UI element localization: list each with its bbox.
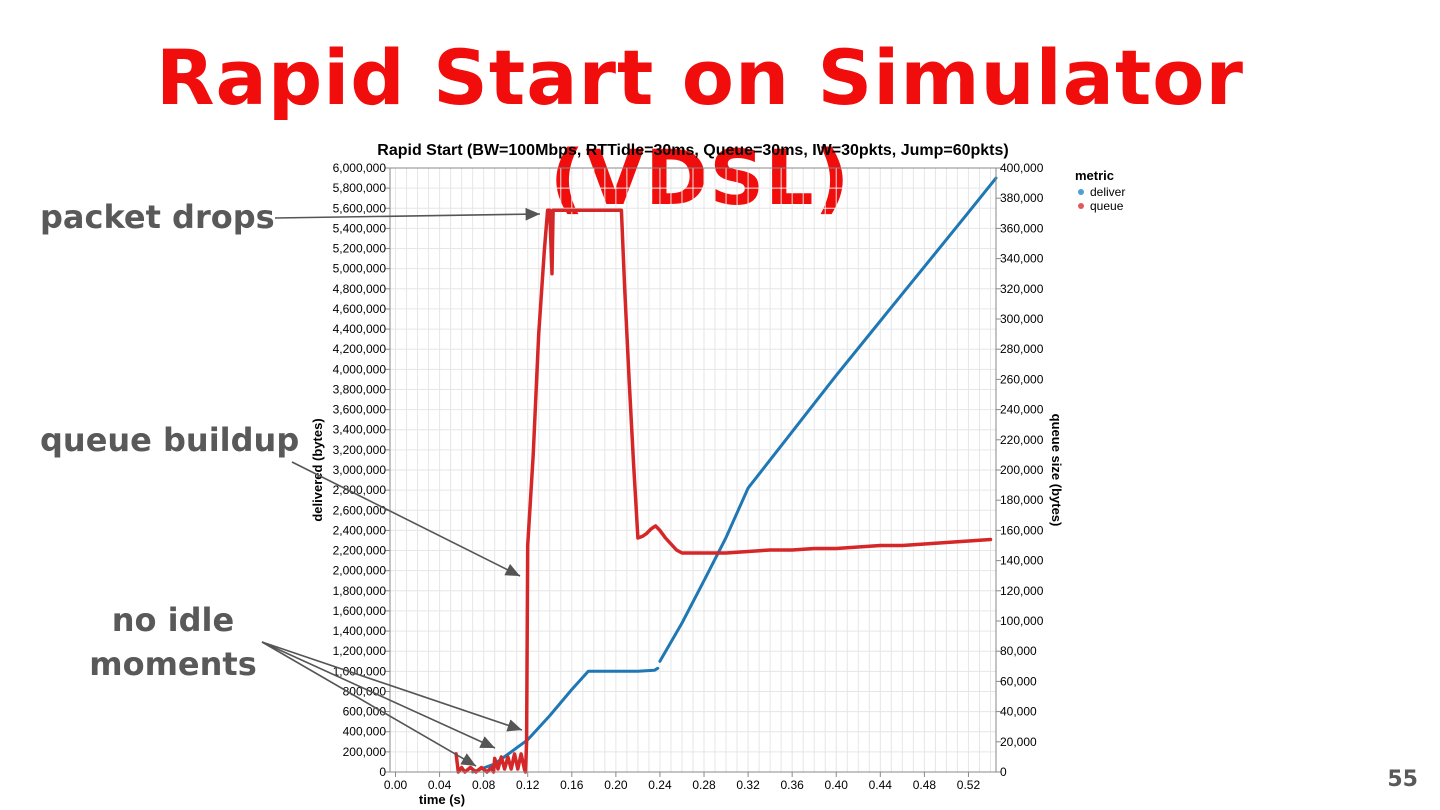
- y-tick-label: 5,400,000: [333, 221, 387, 235]
- y2-axis-ticks: 0 20,000 40,000 60,000 80,000 100,000 120,000 1…: [996, 161, 1044, 779]
- x-tick-label: 0.24: [648, 778, 672, 792]
- y-tick-label: 6,000,000: [333, 161, 387, 175]
- y-tick-label: 4,800,000: [333, 282, 387, 296]
- y-tick-label: 1,000,000: [333, 664, 387, 678]
- y-tick-label: 2,800,000: [333, 483, 387, 497]
- y-tick-label: 5,800,000: [333, 181, 387, 195]
- slide-title: Rapid Start on Simulator (VDSL): [156, 33, 1244, 222]
- y2-tick-label: 200,000: [1000, 463, 1044, 477]
- legend: metric deliver queue: [1075, 168, 1125, 213]
- x-tick-label: 0.52: [957, 778, 981, 792]
- y2-tick-label: 120,000: [1000, 584, 1044, 598]
- y-tick-label: 1,400,000: [333, 624, 387, 638]
- y2-tick-label: 380,000: [1000, 191, 1044, 205]
- y2-tick-label: 300,000: [1000, 312, 1044, 326]
- x-tick-label: 0.00: [384, 778, 408, 792]
- y2-tick-label: 360,000: [1000, 221, 1044, 235]
- y-tick-label: 3,000,000: [333, 463, 387, 477]
- x-tick-label: 0.12: [516, 778, 540, 792]
- y2-tick-label: 180,000: [1000, 493, 1044, 507]
- annotation-queue-buildup: queue buildup: [40, 421, 300, 459]
- y-axis-ticks: 0 200,000 400,000 600,000 800,000 1,000,000 1,…: [333, 161, 390, 779]
- y-tick-label: 200,000: [343, 745, 387, 759]
- y-tick-label: 2,200,000: [333, 544, 387, 558]
- y-tick-label: 4,600,000: [333, 302, 387, 316]
- legend-label-deliver: deliver: [1090, 185, 1125, 199]
- y2-tick-label: 20,000: [1000, 735, 1037, 749]
- series-lines: [454, 176, 998, 774]
- y2-tick-label: 100,000: [1000, 614, 1044, 628]
- x-tick-label: 0.48: [913, 778, 937, 792]
- y-tick-label: 4,200,000: [333, 342, 387, 356]
- x-axis-label: time (s): [419, 792, 465, 807]
- y-tick-label: 5,000,000: [333, 262, 387, 276]
- x-tick-label: 0.20: [604, 778, 628, 792]
- legend-title: metric: [1075, 168, 1114, 183]
- y-tick-label: 1,600,000: [333, 604, 387, 618]
- x-tick-label: 0.36: [780, 778, 804, 792]
- annotation-no-idle-line2: moments: [89, 645, 257, 683]
- slide-number: 55: [1387, 767, 1418, 792]
- y-tick-label: 400,000: [343, 725, 387, 739]
- x-tick-label: 0.16: [560, 778, 584, 792]
- legend-label-queue: queue: [1090, 199, 1124, 213]
- chart-title: Rapid Start (BW=100Mbps, RTTidle=30ms, Q…: [377, 142, 1008, 159]
- y2-tick-label: 60,000: [1000, 674, 1037, 688]
- legend-swatch-queue: [1078, 203, 1084, 209]
- y2-tick-label: 40,000: [1000, 705, 1037, 719]
- series-deliver-line: [658, 176, 998, 663]
- y-tick-label: 3,200,000: [333, 443, 387, 457]
- x-axis-ticks: 0.00 0.04 0.08 0.12 0.16 0.20 0.24 0.28 0.32 0.36…: [384, 772, 981, 792]
- y2-tick-label: 240,000: [1000, 403, 1044, 417]
- x-tick-label: 0.44: [869, 778, 893, 792]
- grid: [390, 167, 996, 773]
- x-tick-label: 0.32: [736, 778, 760, 792]
- y2-tick-label: 400,000: [1000, 161, 1044, 175]
- y-tick-label: 2,400,000: [333, 523, 387, 537]
- y2-tick-label: 140,000: [1000, 554, 1044, 568]
- y-tick-label: 800,000: [343, 684, 387, 698]
- annotation-no-idle-line1: no idle: [111, 601, 235, 639]
- y-tick-label: 3,600,000: [333, 403, 387, 417]
- annotation-packet-drops: packet drops: [40, 198, 275, 236]
- y-axis-label: delivered (bytes): [310, 418, 325, 521]
- legend-swatch-deliver: [1078, 189, 1084, 195]
- y2-axis-label: queue size (bytes): [1049, 414, 1064, 527]
- y-tick-label: 3,400,000: [333, 423, 387, 437]
- y2-tick-label: 320,000: [1000, 282, 1044, 296]
- y2-tick-label: 280,000: [1000, 342, 1044, 356]
- x-tick-label: 0.04: [428, 778, 452, 792]
- x-tick-label: 0.08: [472, 778, 496, 792]
- y-tick-label: 2,000,000: [333, 564, 387, 578]
- y-tick-label: 0: [379, 765, 386, 779]
- y-tick-label: 4,000,000: [333, 362, 387, 376]
- y2-tick-label: 260,000: [1000, 372, 1044, 386]
- y2-tick-label: 80,000: [1000, 644, 1037, 658]
- x-tick-label: 0.40: [825, 778, 849, 792]
- y-tick-label: 5,600,000: [333, 201, 387, 215]
- y-tick-label: 2,600,000: [333, 503, 387, 517]
- y2-tick-label: 0: [1000, 765, 1007, 779]
- y2-tick-label: 220,000: [1000, 433, 1044, 447]
- series-queue-line: [454, 208, 993, 774]
- y2-tick-label: 340,000: [1000, 252, 1044, 266]
- y2-tick-label: 160,000: [1000, 523, 1044, 537]
- y-tick-label: 600,000: [343, 705, 387, 719]
- y-tick-label: 5,200,000: [333, 242, 387, 256]
- y-tick-label: 3,800,000: [333, 382, 387, 396]
- y-tick-label: 4,400,000: [333, 322, 387, 336]
- y-tick-label: 1,800,000: [333, 584, 387, 598]
- y-tick-label: 1,200,000: [333, 644, 387, 658]
- x-tick-label: 0.28: [692, 778, 716, 792]
